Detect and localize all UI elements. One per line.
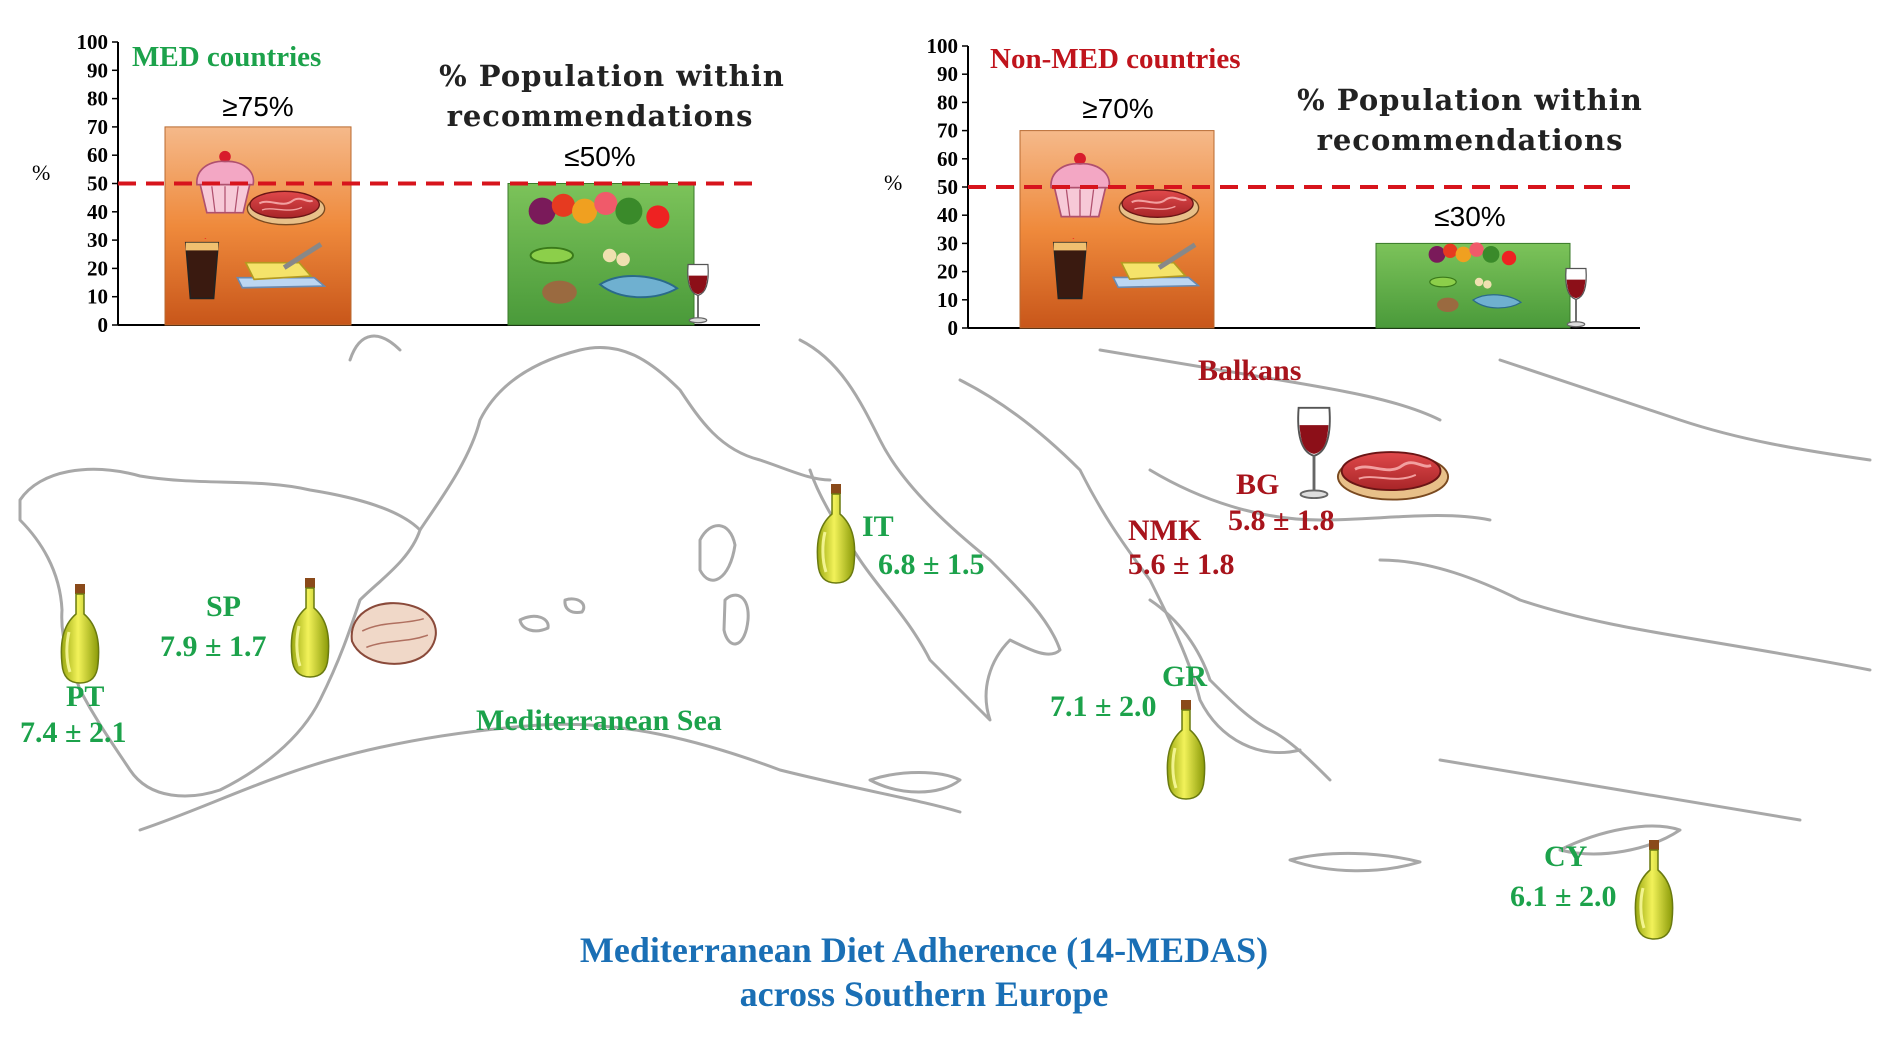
- y-tick-label: 80: [937, 90, 958, 114]
- region-balkans-label: Balkans: [1198, 354, 1301, 387]
- pop-line2: recommendations: [1317, 123, 1624, 157]
- olive-oil-icon: [1166, 700, 1206, 800]
- country-score-cy: 6.1 ± 2.0: [1510, 880, 1616, 913]
- y-tick-label: 30: [87, 228, 108, 252]
- country-score-bg: 5.8 ± 1.8: [1228, 504, 1334, 537]
- pop-line1: % Population within: [439, 59, 785, 93]
- olive-oil-icon: [290, 578, 330, 678]
- y-tick-label: 50: [87, 172, 108, 196]
- y-tick-label: 20: [937, 260, 958, 284]
- country-code-cy: CY: [1544, 840, 1588, 873]
- olive-oil-icon: [1634, 840, 1674, 940]
- steak-icon: [1118, 188, 1200, 226]
- chicken-icon: [350, 602, 437, 665]
- y-tick-label: 100: [77, 30, 109, 54]
- country-score-gr: 7.1 ± 2.0: [1050, 690, 1156, 723]
- y-tick-label: 20: [87, 256, 108, 280]
- y-axis-label: %: [884, 170, 902, 195]
- y-tick-label: 0: [98, 313, 109, 337]
- bar-label-healthy: ≤50%: [564, 141, 635, 172]
- pop-line2: recommendations: [447, 99, 754, 133]
- y-axis-label: %: [32, 160, 50, 185]
- chart-non-med: 0 10 20 30 40 50 60 70 80 90 100 % Non-MED countri…: [884, 34, 1643, 340]
- y-tick-label: 30: [937, 231, 958, 255]
- steak-icon: [246, 190, 326, 226]
- country-code-gr: GR: [1162, 660, 1207, 693]
- y-ticks: 0 10 20 30 40 50 60 70 80 90 100: [77, 30, 118, 337]
- country-code-it: IT: [862, 510, 894, 543]
- y-tick-label: 90: [87, 58, 108, 82]
- bar-healthy: [1375, 242, 1571, 329]
- y-tick-label: 70: [87, 115, 108, 139]
- country-score-nmk: 5.6 ± 1.8: [1128, 548, 1234, 581]
- y-tick-label: 100: [927, 34, 959, 58]
- y-tick-label: 90: [937, 62, 958, 86]
- country-code-pt: PT: [66, 680, 104, 713]
- y-tick-label: 80: [87, 87, 108, 111]
- y-tick-label: 10: [937, 288, 958, 312]
- bar-label-unhealthy: ≥75%: [222, 91, 293, 122]
- group-title: MED countries: [132, 41, 321, 73]
- bar-label-healthy: ≤30%: [1434, 201, 1505, 232]
- y-tick-label: 60: [937, 147, 958, 171]
- wine-glass-icon: [1296, 406, 1332, 500]
- sea-label: Mediterranean Sea: [476, 704, 722, 737]
- y-tick-label: 50: [937, 175, 958, 199]
- chart-med: 0 10 20 30 40 50 60 70 80 90 100 % MED countries ≥…: [32, 30, 785, 337]
- country-score-it: 6.8 ± 1.5: [878, 548, 984, 581]
- country-code-sp: SP: [206, 590, 241, 623]
- country-score-sp: 7.9 ± 1.7: [160, 630, 266, 663]
- y-tick-label: 10: [87, 285, 108, 309]
- bar-unhealthy: [1019, 130, 1215, 329]
- y-tick-label: 70: [937, 119, 958, 143]
- y-tick-label: 40: [87, 200, 108, 224]
- y-ticks: 0 10 20 30 40 50 60 70 80 90 100: [927, 34, 968, 340]
- y-tick-label: 60: [87, 143, 108, 167]
- steak-icon: [1336, 450, 1450, 502]
- country-code-bg: BG: [1236, 468, 1279, 501]
- y-tick-label: 40: [937, 203, 958, 227]
- map-outline: [18, 334, 1872, 873]
- group-title: Non-MED countries: [990, 43, 1241, 75]
- footer-line2: across Southern Europe: [740, 974, 1109, 1014]
- country-score-pt: 7.4 ± 2.1: [20, 716, 126, 749]
- olive-oil-icon: [60, 584, 100, 684]
- bar-label-unhealthy: ≥70%: [1082, 93, 1153, 124]
- country-code-nmk: NMK: [1128, 514, 1202, 547]
- footer-line1: Mediterranean Diet Adherence (14-MEDAS): [580, 930, 1268, 970]
- map-labels: Balkans Mediterranean Sea PT 7.4 ± 2.1 S…: [20, 354, 1674, 940]
- y-tick-label: 0: [948, 316, 959, 340]
- pop-line1: % Population within: [1297, 83, 1643, 117]
- footer-title: Mediterranean Diet Adherence (14-MEDAS) …: [580, 930, 1268, 1014]
